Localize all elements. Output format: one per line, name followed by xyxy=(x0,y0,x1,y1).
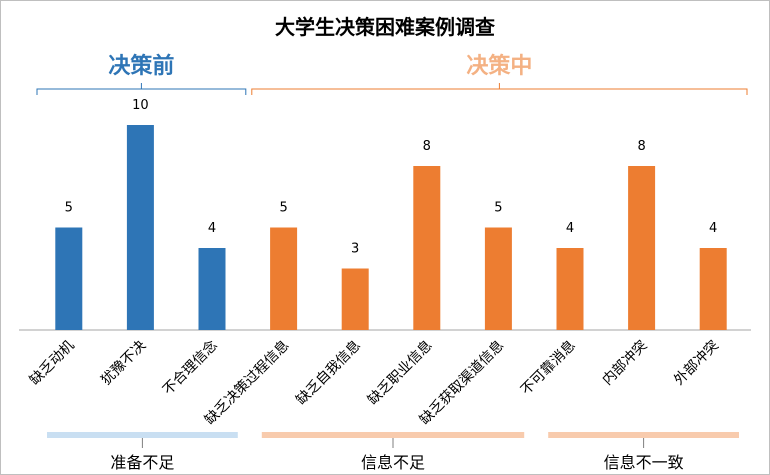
bar-6 xyxy=(484,227,512,330)
value-label-2: 4 xyxy=(208,221,216,236)
bar-9 xyxy=(699,248,727,330)
group-label-2: 信息不一致 xyxy=(604,453,684,472)
phase-brackets: 决策前 决策中 xyxy=(36,53,748,95)
group-label-1: 信息不足 xyxy=(361,453,425,472)
bar-8 xyxy=(628,166,656,330)
group-label-0: 准备不足 xyxy=(110,453,174,472)
bar-4 xyxy=(341,268,369,330)
group-bracket-2 xyxy=(548,432,739,438)
value-label-1: 10 xyxy=(132,98,149,113)
chart-title: 大学生决策困难案例调查 xyxy=(275,15,495,39)
value-label-3: 5 xyxy=(279,201,287,216)
value-label-9: 4 xyxy=(709,221,717,236)
category-label-7: 不可靠消息 xyxy=(517,337,579,399)
category-label-2: 不合理信念 xyxy=(159,337,221,399)
bar-5 xyxy=(413,166,441,330)
group-bracket-0 xyxy=(47,432,238,438)
phase-label-0: 决策前 xyxy=(108,53,174,79)
bar-7 xyxy=(556,248,584,330)
category-label-0: 缺乏动机 xyxy=(27,338,78,389)
value-label-8: 8 xyxy=(637,139,645,154)
category-label-9: 外部冲突 xyxy=(671,338,722,389)
value-label-7: 4 xyxy=(566,221,574,236)
category-label-5: 缺乏职业信息 xyxy=(364,337,435,408)
group-brackets: 准备不足 信息不足 信息不一致 xyxy=(47,432,739,472)
category-label-8: 内部冲突 xyxy=(600,338,651,389)
value-label-4: 3 xyxy=(351,242,359,257)
category-label-1: 犹豫不决 xyxy=(98,338,149,389)
bar-3 xyxy=(270,227,298,330)
bar-0 xyxy=(55,227,83,330)
value-label-0: 5 xyxy=(65,201,73,216)
group-bracket-1 xyxy=(261,432,525,438)
value-labels: 5 10 4 5 3 8 5 4 8 4 xyxy=(65,98,718,257)
phase-bracket-0 xyxy=(36,88,247,95)
value-label-6: 5 xyxy=(494,201,502,216)
category-label-4: 缺乏自我信息 xyxy=(293,337,364,408)
phase-bracket-1 xyxy=(251,88,748,95)
bar-2 xyxy=(198,248,226,330)
bar-1 xyxy=(126,125,154,330)
value-label-5: 8 xyxy=(423,139,431,154)
phase-label-1: 决策中 xyxy=(466,53,532,79)
bars-group xyxy=(55,125,727,330)
